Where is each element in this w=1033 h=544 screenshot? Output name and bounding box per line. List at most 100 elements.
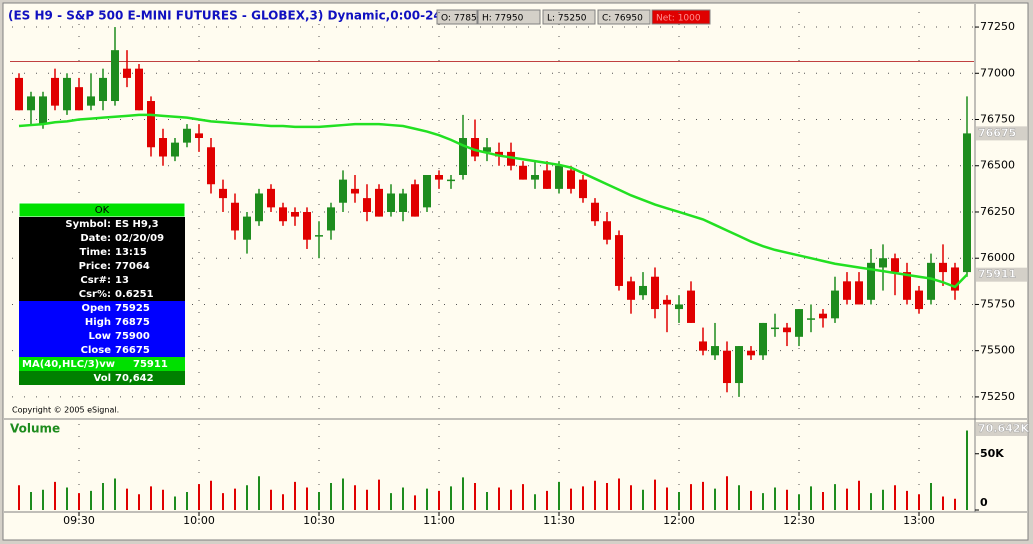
volume-bar (402, 487, 404, 510)
quote-box (477, 9, 541, 25)
data-window-label: Csr%: (79, 289, 111, 300)
data-window-value: 77064 (115, 261, 150, 272)
candle-body (219, 188, 227, 199)
volume-bar (654, 479, 656, 510)
candle-body (555, 165, 563, 189)
candle-body (15, 77, 23, 111)
data-window-label: Open (81, 303, 111, 314)
volume-bar (318, 492, 320, 510)
y-tick-label: 76750 (980, 113, 1015, 126)
volume-bar (222, 493, 224, 510)
volume-bar (618, 478, 620, 510)
volume-tag: 70.642K (978, 422, 1029, 435)
candle-body (459, 138, 467, 175)
candle-body (123, 68, 131, 78)
candle-body (51, 77, 59, 106)
candle-body (63, 77, 71, 111)
candle-body (951, 267, 959, 291)
volume-bar (246, 485, 248, 510)
data-window-label: Csr#: (80, 275, 111, 286)
candle-body (843, 281, 851, 300)
candle-body (747, 350, 755, 356)
candle-body (159, 138, 167, 157)
candle-body (591, 202, 599, 222)
data-window-label: Low (89, 331, 111, 342)
data-window-value: 75925 (115, 303, 150, 314)
quote-box (542, 9, 596, 25)
volume-bar (30, 492, 32, 510)
quote-box (436, 9, 478, 25)
data-window-row (19, 217, 185, 231)
candle-body (411, 184, 419, 217)
candle-body (963, 133, 971, 273)
quote-text: C: 76950 (602, 14, 643, 24)
ma-tag: 75911 (978, 268, 1016, 281)
volume-bar (390, 493, 392, 510)
data-window-row (19, 259, 185, 273)
candle-body (519, 165, 527, 180)
ma-tag-box (976, 267, 1027, 282)
volume-bar (294, 481, 296, 510)
candle-body (399, 193, 407, 212)
volume-bar (870, 493, 872, 510)
candle-body (387, 193, 395, 212)
data-window-label: Vol (94, 373, 112, 384)
volume-bar (846, 488, 848, 510)
data-window-label: MA(40,HLC/3)vw (22, 359, 115, 370)
candle-body (891, 258, 899, 273)
volume-bar (558, 481, 560, 510)
volume-bar (282, 494, 284, 510)
data-window-value: 75900 (115, 331, 150, 342)
candle-body (99, 77, 107, 102)
volume-bar (966, 430, 968, 510)
candle-body (531, 174, 539, 180)
volume-bar (114, 478, 116, 510)
data-window-row (19, 357, 185, 371)
quote-box (597, 9, 651, 25)
chart-title: (ES H9 - S&P 500 E-MINI FUTURES - GLOBEX… (8, 9, 463, 23)
data-window-label: Price: (79, 261, 111, 272)
volume-bar (198, 484, 200, 510)
candle-body (603, 221, 611, 240)
candle-body (807, 318, 815, 320)
volume-bar (306, 487, 308, 510)
volume-bar (186, 492, 188, 510)
candle-body (543, 170, 551, 189)
candle-body (267, 188, 275, 208)
volume-title: Volume (10, 422, 60, 436)
data-window-row (19, 287, 185, 301)
candle-body (75, 87, 83, 111)
candle-body (351, 188, 359, 194)
volume-tag-box (976, 422, 1027, 436)
ma-line (18, 113, 968, 289)
volume-bar (930, 483, 932, 510)
data-window-value: 75911 (133, 359, 168, 370)
volume-bar (570, 488, 572, 510)
candle-body (339, 179, 347, 203)
candle-body (939, 262, 947, 273)
volume-bar (882, 489, 884, 510)
candle-body (507, 151, 515, 166)
volume-bar (918, 494, 920, 510)
candle-body (207, 147, 215, 185)
data-window-row (19, 343, 185, 357)
candle-body (783, 327, 791, 333)
x-tick-label: 11:30 (543, 514, 575, 527)
candle-body (819, 313, 827, 319)
volume-bar (42, 489, 44, 510)
candle-body (915, 290, 923, 310)
candle-body (447, 179, 455, 182)
volume-bar (510, 489, 512, 510)
data-window-value: 76875 (115, 317, 150, 328)
candle-body (111, 50, 119, 102)
volume-bar (18, 485, 20, 510)
volume-bar (594, 480, 596, 510)
volume-bar (642, 489, 644, 510)
data-window-label: Close (81, 345, 112, 356)
y-tick-label: 75500 (980, 344, 1015, 357)
candle-body (27, 96, 35, 111)
data-window-label: Symbol: (65, 219, 111, 230)
volume-bar (606, 483, 608, 510)
data-window-value: 02/20/09 (115, 233, 164, 244)
volume-bar (342, 478, 344, 510)
